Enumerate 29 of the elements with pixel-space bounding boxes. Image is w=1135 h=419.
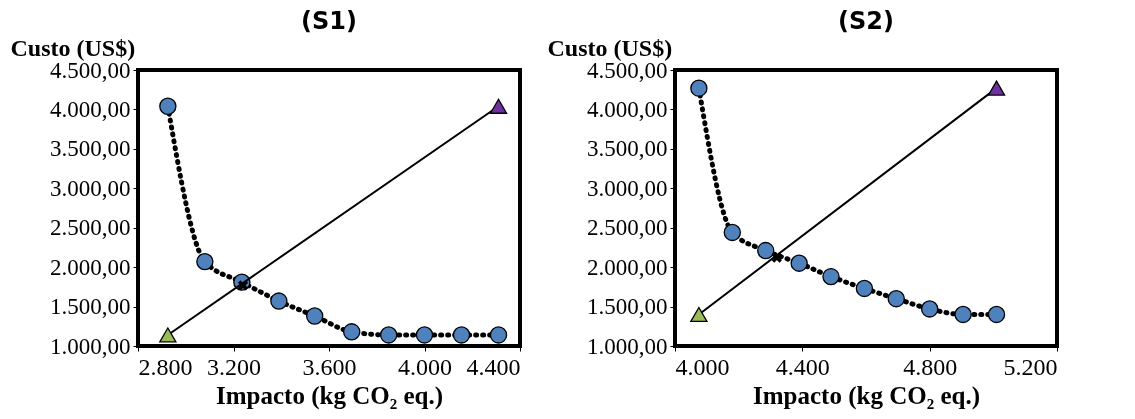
y-axis-title: Custo (US$)	[10, 34, 136, 61]
y-tick-label: 1.500,00	[587, 294, 668, 320]
x-axis-title: Impacto (kg CO₂ eq.)	[216, 381, 443, 410]
y-tick-label: 3.000,00	[587, 175, 668, 201]
x-tick-label: 4.000	[675, 353, 730, 380]
y-tick-label: 1.000,00	[50, 333, 131, 359]
x-tick-label: 4.000	[398, 353, 452, 380]
x-tick-label: 3.200	[207, 353, 261, 380]
x-axis-title: Impacto (kg CO₂ eq.)	[753, 381, 980, 410]
y-tick-label: 3.500,00	[50, 136, 131, 162]
y-tick-label: 2.000,00	[50, 254, 131, 280]
x-tick-label: 5.200	[1003, 353, 1058, 380]
x-tick-label: 4.400	[466, 353, 521, 380]
x-tick-label: 2.800	[138, 353, 193, 380]
x-tick-label: 4.800	[903, 353, 958, 380]
y-tick-label: 4.000,00	[50, 96, 131, 122]
y-axis-title: Custo (US$)	[547, 34, 673, 61]
y-tick-label: 2.000,00	[587, 254, 668, 280]
chart-title: (S1)	[301, 7, 357, 35]
y-tick-label: 1.500,00	[50, 294, 131, 320]
x-tick-label: 4.400	[775, 353, 830, 380]
y-tick-label: 4.000,00	[587, 96, 668, 122]
y-tick-label: 3.000,00	[50, 175, 131, 201]
y-tick-label: 2.500,00	[50, 215, 131, 241]
y-tick-label: 2.500,00	[587, 215, 668, 241]
x-tick-label: 3.600	[302, 353, 357, 380]
y-tick-label: 3.500,00	[587, 136, 668, 162]
y-tick-label: 1.000,00	[587, 333, 668, 359]
chart-title: (S2)	[838, 7, 894, 35]
